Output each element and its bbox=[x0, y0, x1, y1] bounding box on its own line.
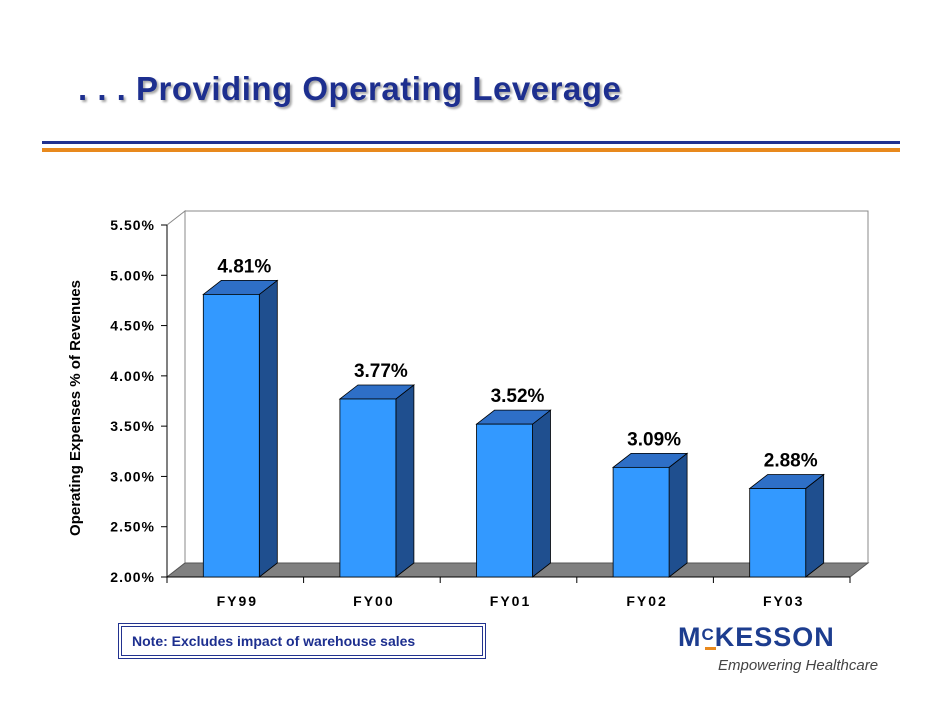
y-tick-label: 5.50% bbox=[110, 217, 155, 233]
y-tick-label: 3.00% bbox=[110, 468, 155, 484]
x-tick-label: FY99 bbox=[217, 593, 258, 609]
x-tick-label: FY01 bbox=[490, 593, 531, 609]
title-rule-blue bbox=[42, 141, 900, 144]
bar-front bbox=[612, 466, 670, 578]
y-tick-label: 4.50% bbox=[110, 318, 155, 334]
y-tick-label: 5.00% bbox=[110, 267, 155, 283]
bar-side bbox=[532, 409, 551, 578]
y-tick-label: 2.00% bbox=[110, 569, 155, 585]
bar-front bbox=[749, 488, 807, 578]
x-axis-ticks: FY99 FY00 FY01 FY02 FY03 bbox=[166, 577, 851, 609]
note-box: Note: Excludes impact of warehouse sales bbox=[118, 623, 486, 659]
logo-accent bbox=[705, 647, 716, 650]
bar-side bbox=[805, 473, 825, 578]
bar-side bbox=[258, 279, 278, 578]
x-tick-label: FY00 bbox=[353, 593, 394, 609]
y-tick-label: 2.50% bbox=[110, 519, 155, 535]
bar-front bbox=[202, 293, 260, 578]
bar-fy01: 3.52% bbox=[475, 386, 552, 578]
bar-fy02: 3.09% bbox=[611, 429, 689, 578]
bar-front bbox=[476, 423, 533, 578]
y-axis-label: Operating Expenses % of Revenues bbox=[67, 280, 84, 536]
bar-fy99: 4.81% bbox=[202, 256, 279, 578]
bar-front bbox=[339, 398, 397, 578]
bar-side bbox=[395, 384, 415, 578]
data-label: 4.81% bbox=[217, 256, 271, 277]
mckesson-logo: MCKESSON Empowering Healthcare bbox=[678, 622, 878, 682]
x-tick-label: FY02 bbox=[626, 593, 667, 609]
data-label: 2.88% bbox=[764, 450, 818, 471]
bar-fy00: 3.77% bbox=[338, 361, 416, 578]
bars: 4.81% 3.77% 3.52% 3.09% 2.88% bbox=[202, 256, 825, 578]
y-axis-ticks: 2.00% 2.50% 3.00% 3.50% 4.00% 4.50% 5.00% 5.50% bbox=[110, 217, 167, 585]
title-rule-orange bbox=[42, 148, 900, 152]
slide-title: . . . Providing Operating Leverage bbox=[78, 70, 622, 107]
logo-tagline: Empowering Healthcare bbox=[718, 657, 879, 674]
y-tick-label: 3.50% bbox=[110, 418, 155, 434]
logo-wordmark: MCKESSON bbox=[678, 622, 835, 652]
bar-fy03: 2.88% bbox=[748, 450, 825, 578]
bar-side bbox=[668, 452, 688, 578]
data-label: 3.52% bbox=[491, 386, 545, 407]
x-tick-label: FY03 bbox=[763, 593, 804, 609]
data-label: 3.09% bbox=[627, 429, 681, 450]
y-tick-label: 4.00% bbox=[110, 368, 155, 384]
data-label: 3.77% bbox=[354, 361, 408, 382]
side-wall bbox=[166, 209, 186, 579]
